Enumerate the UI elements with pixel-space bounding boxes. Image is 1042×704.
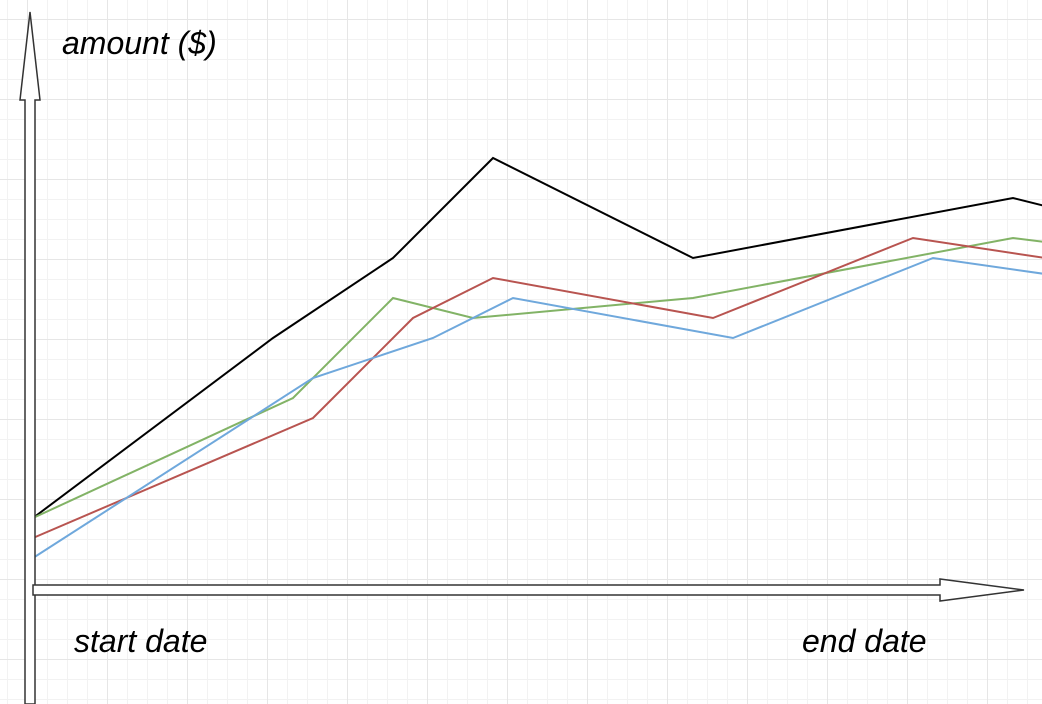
x-axis-start-label: start date [74, 623, 207, 659]
x-axis-arrow [32, 578, 1025, 602]
series-line-4 [32, 256, 1042, 559]
series-line-2 [32, 236, 1042, 519]
x-axis-end-label: end date [802, 623, 927, 659]
series-line-3 [32, 236, 1042, 539]
series-line-1 [32, 156, 1042, 519]
y-axis-arrow [19, 11, 41, 704]
y-axis-label: amount ($) [62, 25, 217, 61]
series-layer [32, 156, 1042, 559]
